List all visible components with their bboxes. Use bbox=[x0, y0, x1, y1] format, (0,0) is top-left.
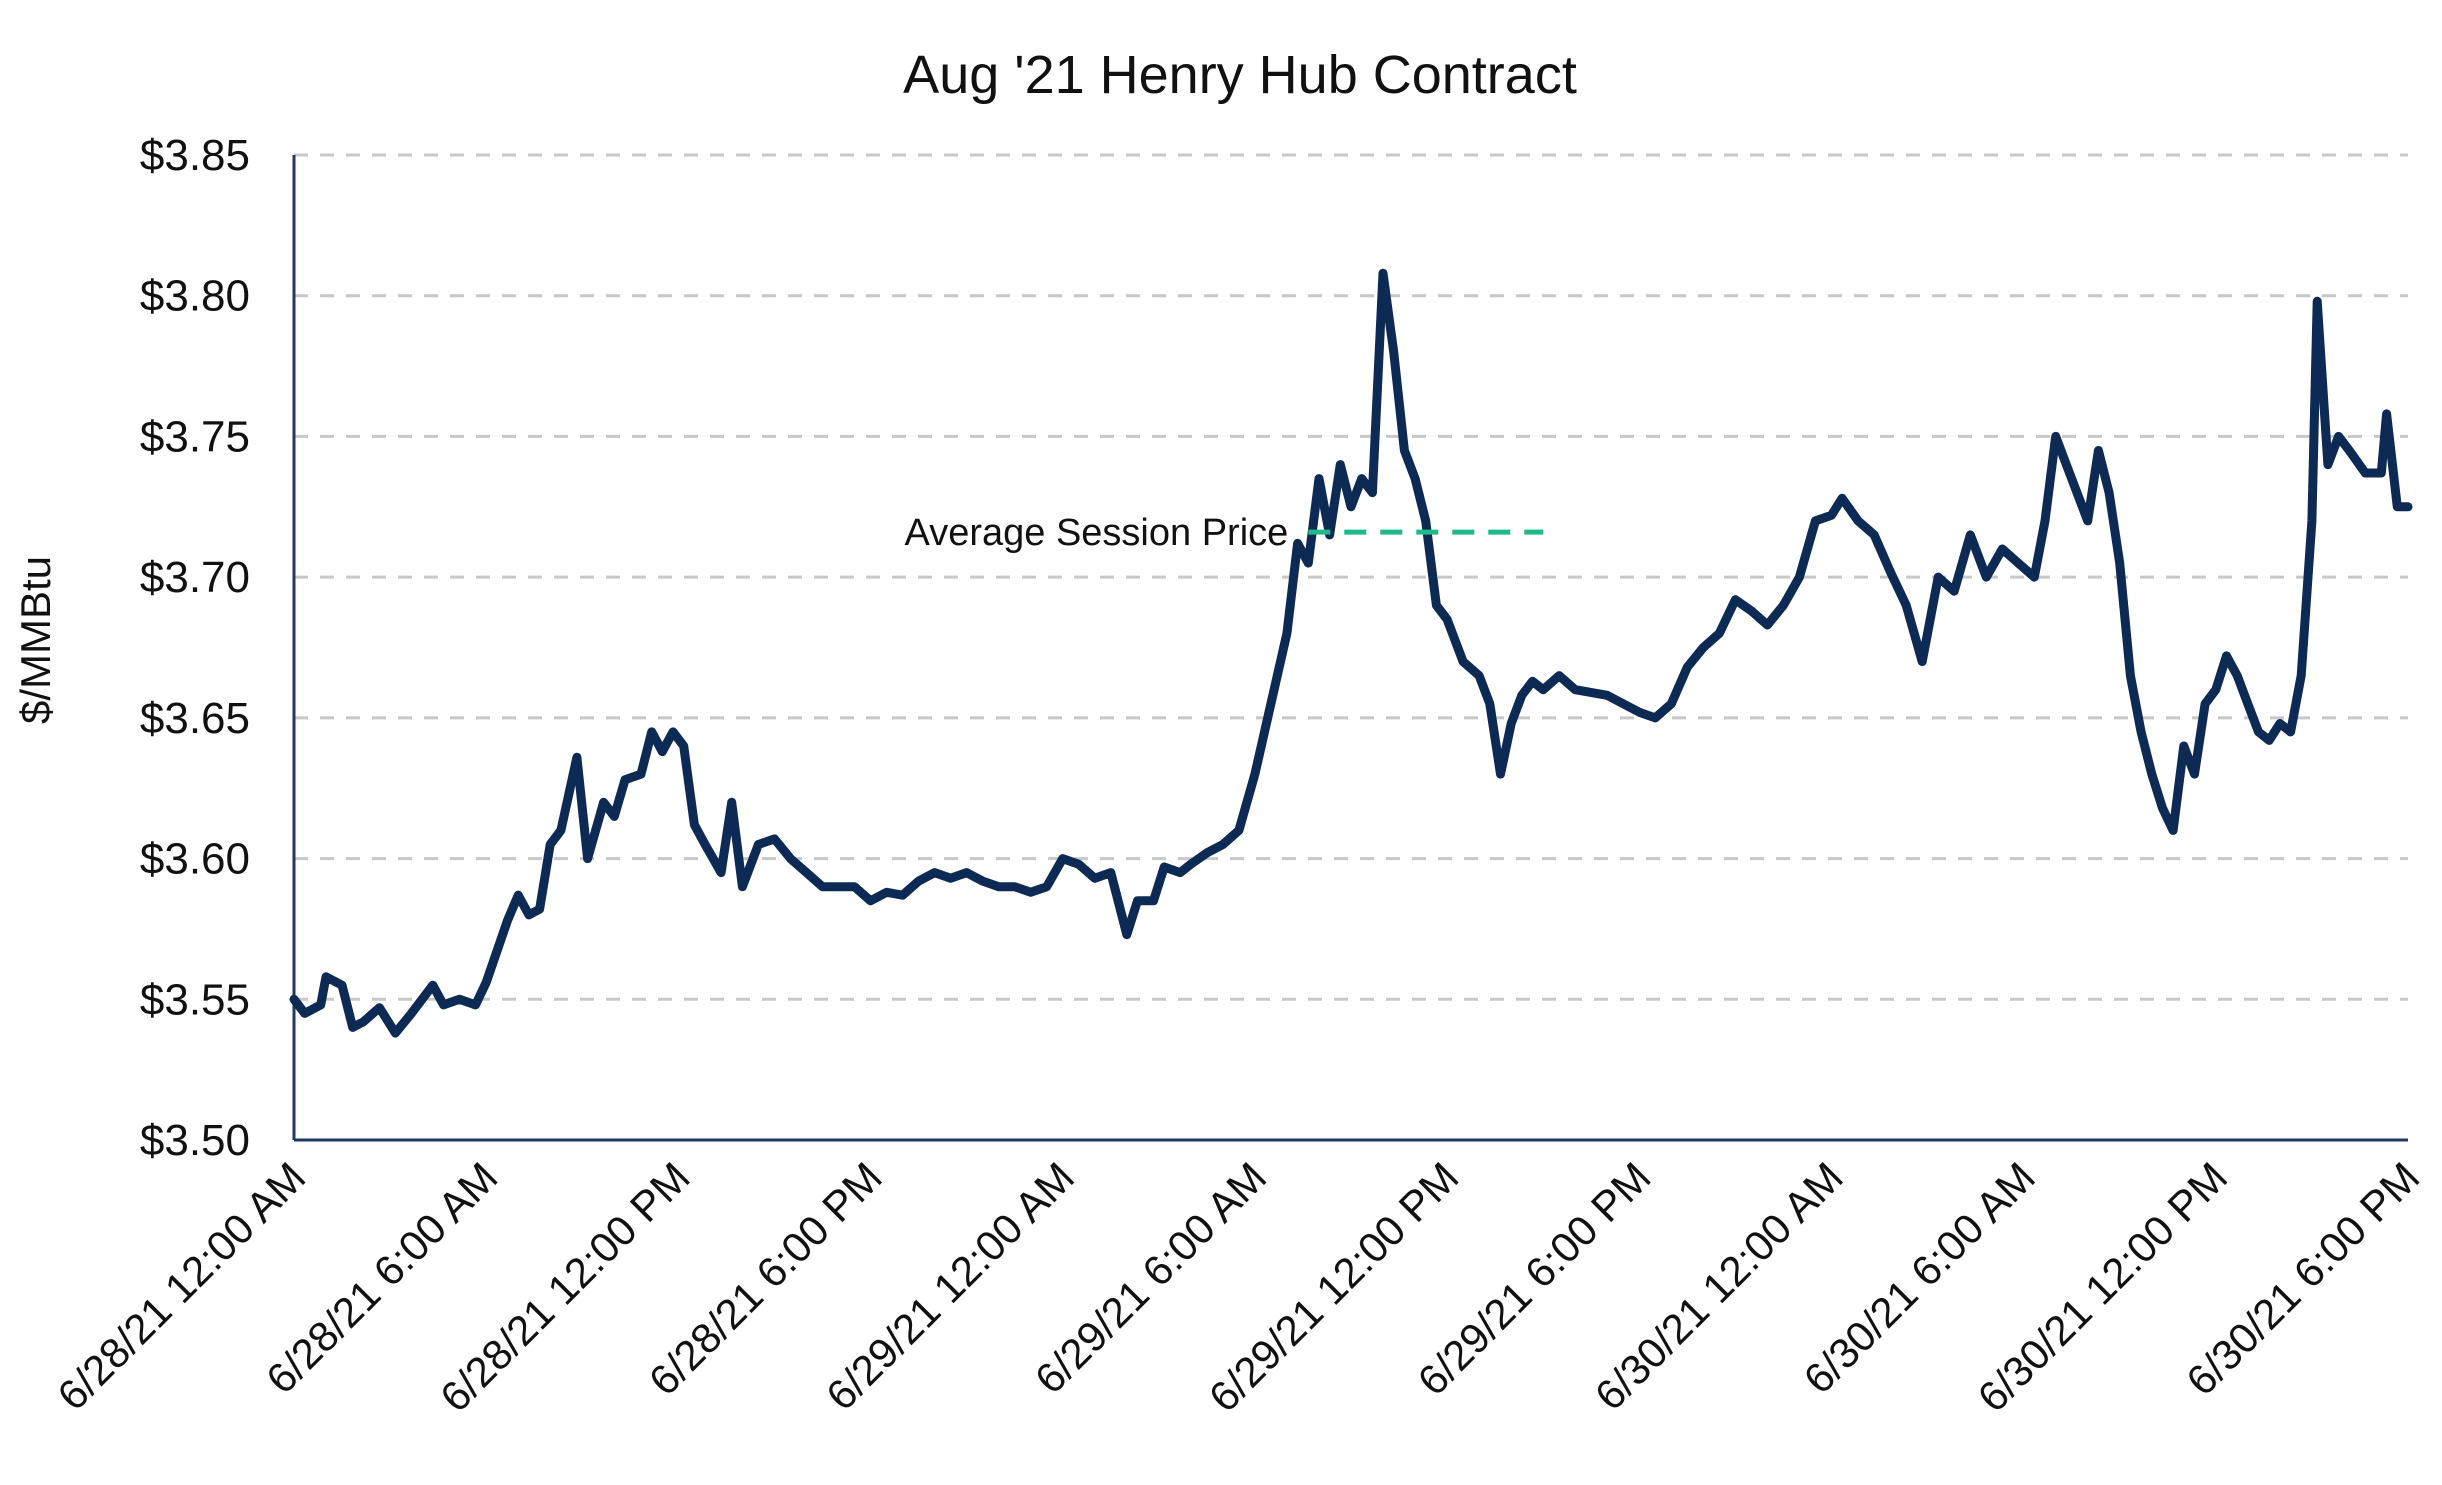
x-axis-ticks: 6/28/21 12:00 AM6/28/21 6:00 AM6/28/21 1… bbox=[48, 1153, 2428, 1421]
y-tick-label: $3.65 bbox=[140, 694, 250, 743]
y-tick-label: $3.75 bbox=[140, 412, 250, 461]
price-series bbox=[289, 268, 2413, 1038]
y-tick-label: $3.80 bbox=[140, 272, 250, 321]
annotations: Average Session Price bbox=[905, 512, 1544, 554]
average-session-price-label: Average Session Price bbox=[905, 512, 1289, 554]
y-tick-label: $3.55 bbox=[140, 975, 250, 1024]
y-tick-label: $3.60 bbox=[140, 835, 250, 884]
series-line-0 bbox=[289, 268, 2413, 1038]
y-axis-ticks: $3.85 $3.80 $3.75 $3.70 $3.65 $3.60 $3.55 $3.50 bbox=[140, 131, 250, 1165]
y-tick-label: $3.50 bbox=[140, 1116, 250, 1165]
y-tick-label: $3.70 bbox=[140, 553, 250, 602]
chart-title: Aug '21 Henry Hub Contract bbox=[903, 45, 1577, 105]
y-axis-label: $/MMBtu bbox=[12, 556, 59, 724]
gridlines bbox=[294, 153, 2408, 1142]
y-tick-label: $3.85 bbox=[140, 131, 250, 180]
